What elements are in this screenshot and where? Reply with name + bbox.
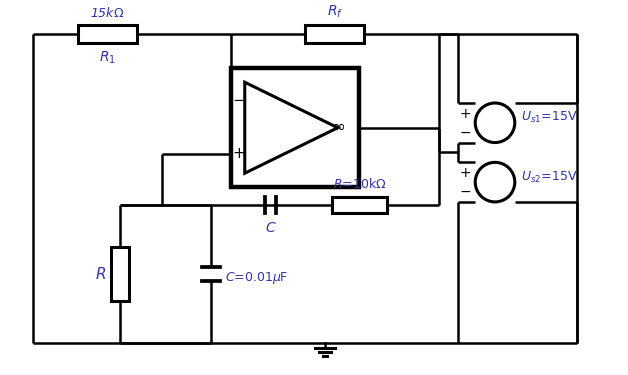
Polygon shape	[245, 82, 338, 173]
Text: $\infty$: $\infty$	[331, 117, 345, 135]
Text: $+$: $+$	[232, 146, 246, 161]
Bar	[305, 25, 364, 43]
Text: $C$: $C$	[264, 221, 276, 235]
Circle shape	[475, 103, 515, 142]
Text: $U_{s2}$=15V: $U_{s2}$=15V	[521, 170, 577, 185]
Bar	[332, 197, 387, 213]
Text: $U_{s1}$=15V: $U_{s1}$=15V	[521, 110, 577, 125]
Circle shape	[475, 162, 515, 202]
Text: $R$: $R$	[95, 266, 106, 282]
Text: $+$: $+$	[459, 166, 472, 180]
Bar	[78, 25, 137, 43]
Text: $-$: $-$	[459, 184, 472, 198]
Text: $R_1$: $R_1$	[99, 50, 116, 66]
Bar	[231, 68, 359, 187]
Text: $-$: $-$	[232, 90, 246, 105]
Bar	[111, 247, 129, 301]
Text: $C$=0.01$\mu$F: $C$=0.01$\mu$F	[225, 270, 288, 286]
Text: $R$=10k$\Omega$: $R$=10k$\Omega$	[333, 177, 386, 191]
Text: $R_f$: $R_f$	[327, 3, 343, 20]
Text: $-$: $-$	[459, 124, 472, 139]
Text: 15k$\Omega$: 15k$\Omega$	[90, 6, 124, 20]
Text: $+$: $+$	[459, 107, 472, 121]
